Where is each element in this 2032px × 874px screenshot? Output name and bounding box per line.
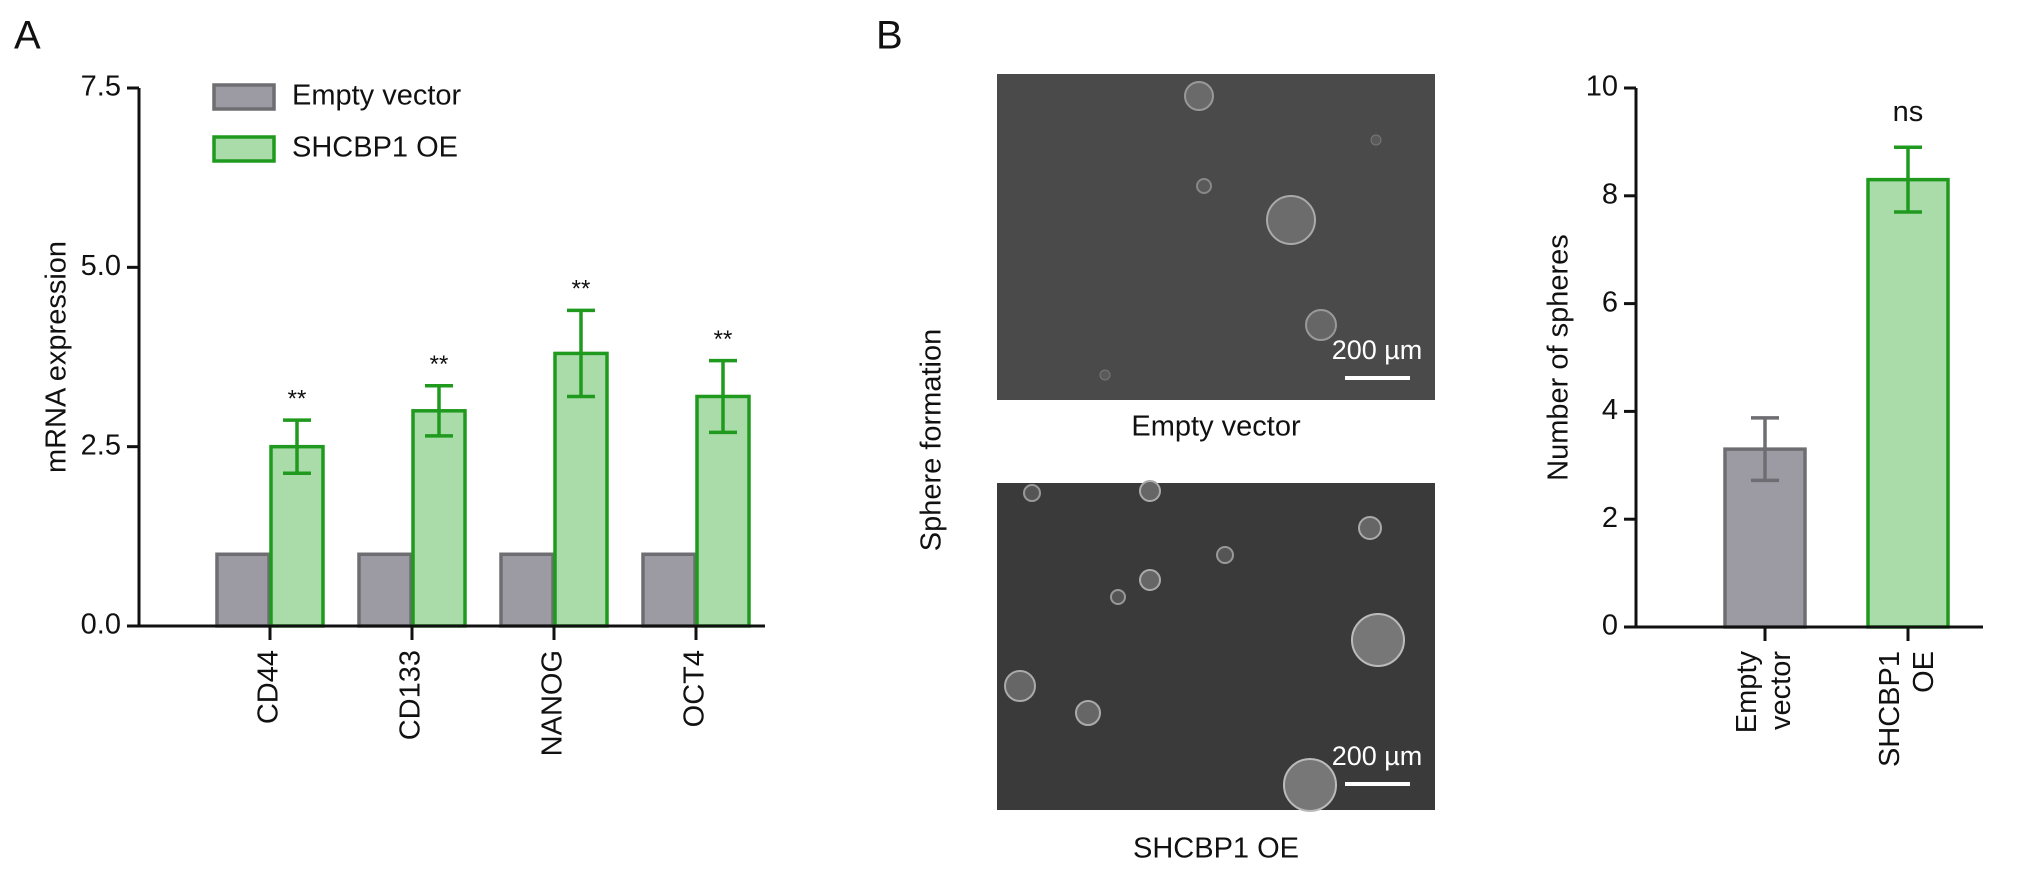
y-tick-label: 2.5: [81, 429, 121, 461]
bar: [215, 552, 271, 628]
error-bar: [425, 383, 453, 438]
y-tick-label: 6: [1602, 286, 1618, 318]
error-bar: [283, 418, 311, 475]
micrograph-caption: SHCBP1 OE: [1133, 833, 1299, 865]
bar: [1866, 177, 1950, 629]
x-tick-label: Emptyvector: [1731, 651, 1797, 734]
significance: **: [572, 276, 591, 303]
panel-letter: A: [14, 14, 41, 58]
bar: [411, 409, 467, 628]
x-tick-label: CD44: [253, 650, 285, 724]
bar: [499, 552, 555, 628]
y-tick-label: 0.0: [81, 609, 121, 641]
y-axis-label: mRNA expression: [41, 241, 73, 473]
micrograph-caption: Empty vector: [1131, 411, 1301, 443]
bar: [553, 351, 609, 628]
y-tick-label: 4: [1602, 394, 1618, 426]
x-tick-label: OCT4: [679, 650, 711, 727]
micrograph: [997, 74, 1435, 400]
bar: [641, 552, 697, 628]
micrograph: [997, 480, 1435, 812]
y-tick-label: 5.0: [81, 250, 121, 282]
significance: ns: [1893, 96, 1924, 128]
error-bar: [567, 308, 595, 399]
y-tick-label: 2: [1602, 502, 1618, 534]
legend-label: SHCBP1 OE: [292, 132, 458, 164]
bar: [357, 552, 413, 628]
error-bar: [1894, 145, 1922, 214]
x-tick-label: CD133: [395, 650, 427, 740]
bar: [695, 394, 751, 628]
scale-bar-label: 200 µm: [1332, 335, 1423, 365]
x-tick-label: SHCBP1OE: [1874, 651, 1940, 767]
error-bar: [709, 358, 737, 435]
legend-swatch: [212, 135, 276, 163]
scale-bar-label: 200 µm: [1332, 741, 1423, 771]
x-tick-label: NANOG: [537, 650, 569, 756]
y-tick-label: 10: [1586, 71, 1618, 103]
significance: **: [430, 351, 449, 378]
y-tick-label: 8: [1602, 178, 1618, 210]
significance: **: [288, 385, 307, 412]
y-tick-label: 7.5: [81, 71, 121, 103]
y-axis-label: Number of spheres: [1543, 234, 1575, 481]
panel-letter: B: [876, 14, 903, 58]
micrograph-label: Sphere formation: [916, 329, 948, 551]
legend-label: Empty vector: [292, 80, 462, 112]
error-bar: [1751, 416, 1779, 483]
y-tick-label: 0: [1602, 610, 1618, 642]
significance: **: [714, 326, 733, 353]
legend-swatch: [212, 83, 276, 111]
